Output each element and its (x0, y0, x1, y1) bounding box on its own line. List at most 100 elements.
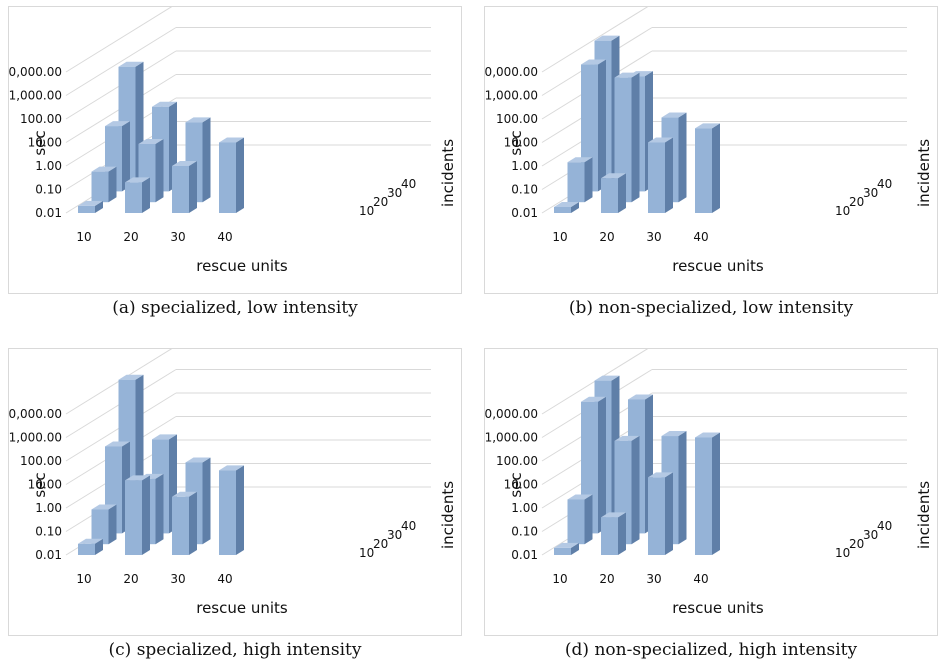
y-tick-label: 1,000.00 (485, 89, 538, 103)
x-tick-label: 40 (217, 230, 232, 244)
bar (648, 472, 673, 555)
bar-top (125, 177, 150, 183)
z-axis-title: incidents (439, 139, 457, 207)
bar-side (189, 491, 197, 555)
bar (614, 72, 640, 203)
bar-side (631, 72, 640, 203)
bar-top (581, 396, 606, 402)
y-tick-label: 1,000.00 (9, 89, 62, 103)
chart-frame: 0.01 0.10 1.00 10.00 100.00 1,000.00 10,000.00… (8, 348, 462, 636)
bar-side (202, 117, 211, 203)
bar-side (142, 475, 150, 555)
chart-panel-d: 0.01 0.10 1.00 10.00 100.00 1,000.00 10,000.00… (476, 342, 944, 670)
bar-side (618, 173, 626, 213)
bar-front (601, 517, 618, 555)
bar-side (584, 494, 593, 545)
bar-top (118, 61, 144, 67)
bar-front (695, 128, 712, 213)
bar-side (108, 166, 117, 203)
z-tick-label: 20 (849, 537, 864, 551)
bar-front (91, 171, 109, 203)
y-tick-label: 10.00 (504, 478, 538, 492)
bar-top (554, 202, 579, 207)
bar-side (618, 512, 626, 555)
bar-side (236, 465, 244, 555)
x-tick-label: 20 (599, 572, 614, 586)
bar-top (91, 166, 117, 172)
bar-top (594, 35, 620, 41)
x-tick-label: 10 (552, 572, 567, 586)
gridline-diagonal (65, 27, 177, 96)
x-axis-title: rescue units (196, 599, 288, 617)
y-axis-title: sec (31, 472, 49, 497)
y-tick-label: 100.00 (20, 454, 62, 468)
bar-front (78, 543, 95, 555)
x-tick-label: 30 (170, 572, 185, 586)
bar-top (601, 173, 626, 179)
bar (695, 123, 720, 213)
y-tick-label: 0.01 (511, 548, 538, 562)
x-tick-label: 30 (646, 572, 661, 586)
bar-side (155, 473, 164, 545)
bar-top (118, 374, 144, 380)
bar-front (648, 477, 665, 555)
bar-front (172, 166, 189, 213)
y-tick-label: 0.10 (511, 183, 538, 197)
bar-side (584, 157, 593, 203)
bar-top (567, 157, 593, 163)
bar-top (567, 494, 593, 500)
bar-chart-3d: 0.01 0.10 1.00 10.00 100.00 1,000.00 10,000.00… (485, 7, 933, 275)
bar-top (78, 200, 103, 206)
bar (695, 432, 720, 555)
bar-top (695, 432, 720, 438)
y-tick-label: 100.00 (496, 454, 538, 468)
y-tick-label: 0.01 (511, 206, 538, 220)
bar (91, 504, 117, 545)
y-tick-label: 10.00 (28, 136, 62, 150)
figure-caption: (a) specialized, low intensity (112, 298, 358, 318)
bar-side (571, 542, 579, 555)
bar-top (648, 137, 673, 143)
z-axis-title: incidents (915, 481, 933, 549)
bar-chart-3d: 0.01 0.10 1.00 10.00 100.00 1,000.00 10,000.00… (9, 7, 457, 275)
bar-front (567, 162, 585, 203)
bar-front (172, 496, 189, 555)
y-tick-label: 1,000.00 (9, 431, 62, 445)
bar-top (219, 465, 244, 471)
bar-top (172, 161, 197, 166)
z-tick-label: 20 (849, 195, 864, 209)
bar-side (95, 200, 103, 213)
figure-caption: (d) non-specialized, high intensity (564, 640, 858, 660)
bar-front (125, 480, 142, 555)
bar-top (661, 431, 687, 437)
bar (648, 137, 673, 213)
bar-front (219, 470, 236, 555)
figure-caption: (b) non-specialized, low intensity (568, 298, 854, 318)
y-tick-label: 0.10 (511, 525, 538, 539)
bar-side (236, 137, 244, 213)
bar-side (678, 112, 687, 203)
x-axis-title: rescue units (196, 257, 288, 275)
y-tick-label: 1,000.00 (485, 431, 538, 445)
bar (219, 465, 244, 555)
z-tick-label: 30 (863, 186, 878, 200)
chart-frame: 0.01 0.10 1.00 10.00 100.00 1,000.00 10,000.00… (8, 6, 462, 294)
bar-front (567, 499, 585, 545)
bar-front (601, 178, 618, 213)
y-tick-label: 10,000.00 (9, 407, 62, 421)
y-tick-label: 100.00 (496, 112, 538, 126)
bar-front (125, 182, 142, 213)
bar-top (105, 441, 130, 447)
x-tick-label: 30 (170, 230, 185, 244)
bar-front (78, 205, 95, 213)
bar-top (219, 137, 244, 143)
bar-top (628, 394, 653, 400)
z-axis-title: incidents (915, 139, 933, 207)
bar (567, 494, 593, 545)
z-axis-title: incidents (439, 481, 457, 549)
bar-top (601, 512, 626, 518)
bar-front (648, 142, 665, 213)
x-tick-label: 20 (599, 230, 614, 244)
z-tick-label: 30 (863, 528, 878, 542)
x-tick-label: 30 (646, 230, 661, 244)
